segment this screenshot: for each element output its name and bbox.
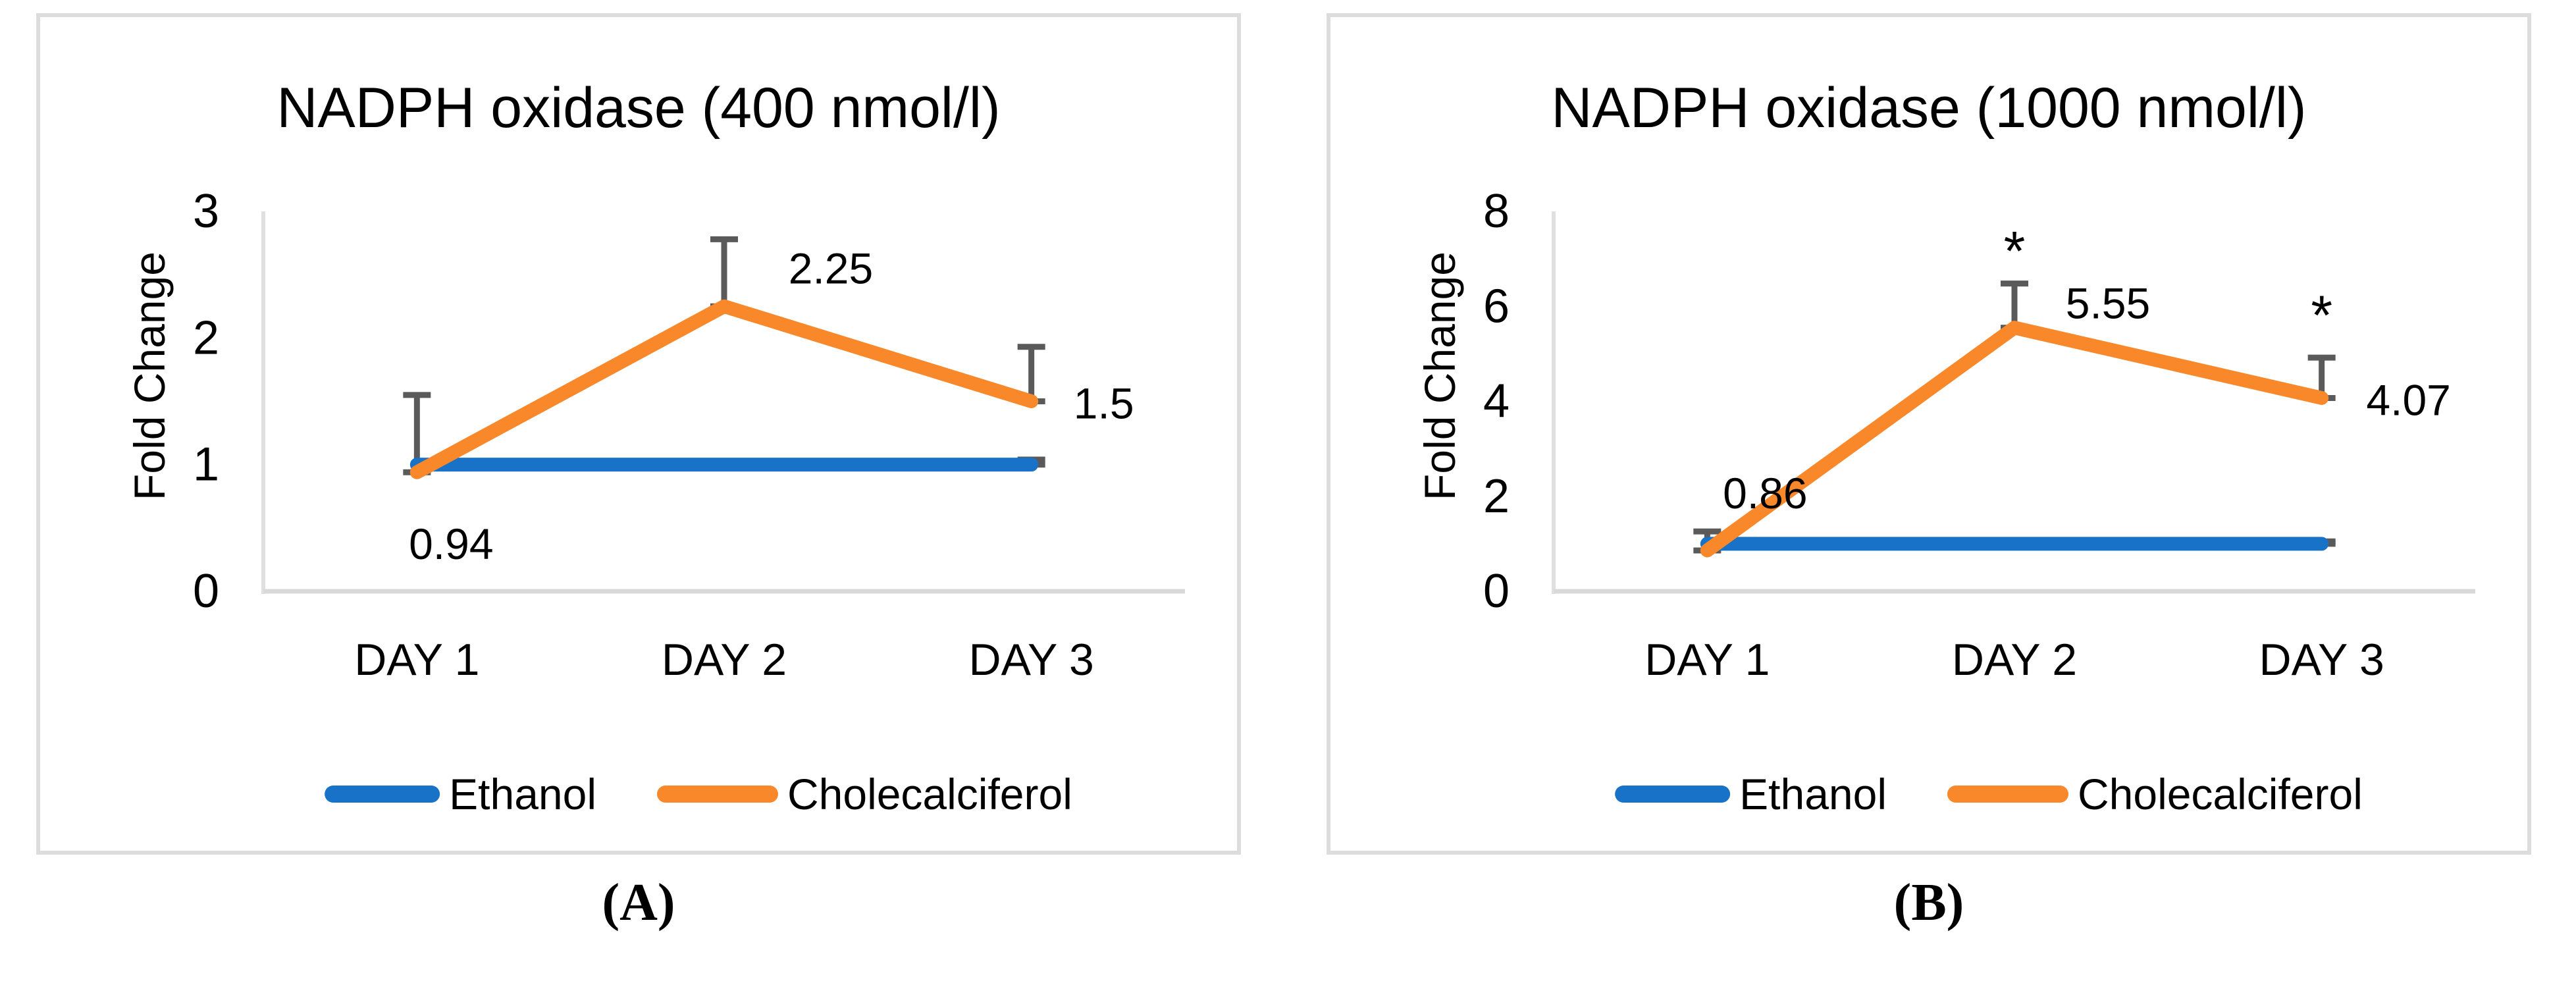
x-category-label: DAY 1 — [1644, 635, 1770, 685]
legend: Ethanol Cholecalciferol — [325, 770, 1072, 818]
legend-item: Ethanol — [1615, 770, 1887, 818]
x-category-label: DAY 2 — [1952, 635, 2077, 685]
x-category-label: DAY 1 — [354, 635, 479, 685]
data-label: 4.07 — [2366, 375, 2450, 424]
series-line-cholecalciferol — [1700, 321, 2329, 558]
data-label: 5.55 — [2066, 279, 2150, 328]
legend-swatch-cholecalciferol — [656, 786, 778, 803]
legend-label: Ethanol — [1739, 770, 1887, 818]
significance-asterisk: * — [2311, 284, 2332, 346]
legend-swatch-ethanol — [325, 786, 440, 803]
data-label: 1.5 — [1074, 379, 1134, 428]
data-label: 0.94 — [409, 520, 493, 568]
legend-item: Cholecalciferol — [1947, 770, 2363, 818]
y-tick-label: 0 — [1483, 565, 1510, 618]
legend-item: Cholecalciferol — [656, 770, 1072, 818]
y-tick-label: 4 — [1483, 375, 1510, 428]
y-tick-label: 2 — [193, 311, 219, 364]
series-line-cholecalciferol — [409, 299, 1039, 479]
y-axis-title: Fold Change — [1415, 252, 1464, 500]
panel-a: NADPH oxidase (400 nmol/l) 3 2 1 0 Fold Chang… — [36, 13, 1241, 855]
legend-swatch-ethanol — [1615, 786, 1731, 803]
legend-swatch-cholecalciferol — [1947, 786, 2068, 803]
x-category-label: DAY 3 — [2259, 635, 2384, 685]
chart-title: NADPH oxidase (1000 nmol/l) — [1551, 76, 2306, 140]
x-category-label: DAY 3 — [969, 635, 1094, 685]
legend: Ethanol Cholecalciferol — [1615, 770, 2363, 818]
y-tick-label: 6 — [1483, 280, 1510, 333]
chart-a-svg: NADPH oxidase (400 nmol/l) 3 2 1 0 Fold Chang… — [125, 76, 1185, 818]
y-tick-label: 2 — [1483, 470, 1510, 523]
x-category-label: DAY 2 — [662, 635, 787, 685]
y-axis-title: Fold Change — [125, 252, 174, 500]
legend-item: Ethanol — [325, 770, 596, 818]
caption-b: (B) — [1893, 874, 1964, 932]
data-label: 2.25 — [789, 244, 873, 292]
y-tick-label: 1 — [193, 439, 219, 491]
y-tick-label: 3 — [193, 185, 219, 238]
legend-label: Cholecalciferol — [2078, 770, 2363, 818]
legend-label: Cholecalciferol — [787, 770, 1072, 818]
data-label: 0.86 — [1723, 469, 1807, 518]
panel-b: NADPH oxidase (1000 nmol/l) 8 6 4 2 0 Fold Cha… — [1327, 13, 2531, 855]
chart-b-svg: NADPH oxidase (1000 nmol/l) 8 6 4 2 0 Fold Cha… — [1415, 76, 2475, 818]
y-tick-label: 8 — [1483, 185, 1510, 238]
chart-title: NADPH oxidase (400 nmol/l) — [276, 76, 1000, 140]
legend-label: Ethanol — [449, 770, 596, 818]
y-tick-label: 0 — [193, 565, 219, 618]
caption-a: (A) — [602, 874, 675, 932]
significance-asterisk: * — [2004, 220, 2026, 282]
